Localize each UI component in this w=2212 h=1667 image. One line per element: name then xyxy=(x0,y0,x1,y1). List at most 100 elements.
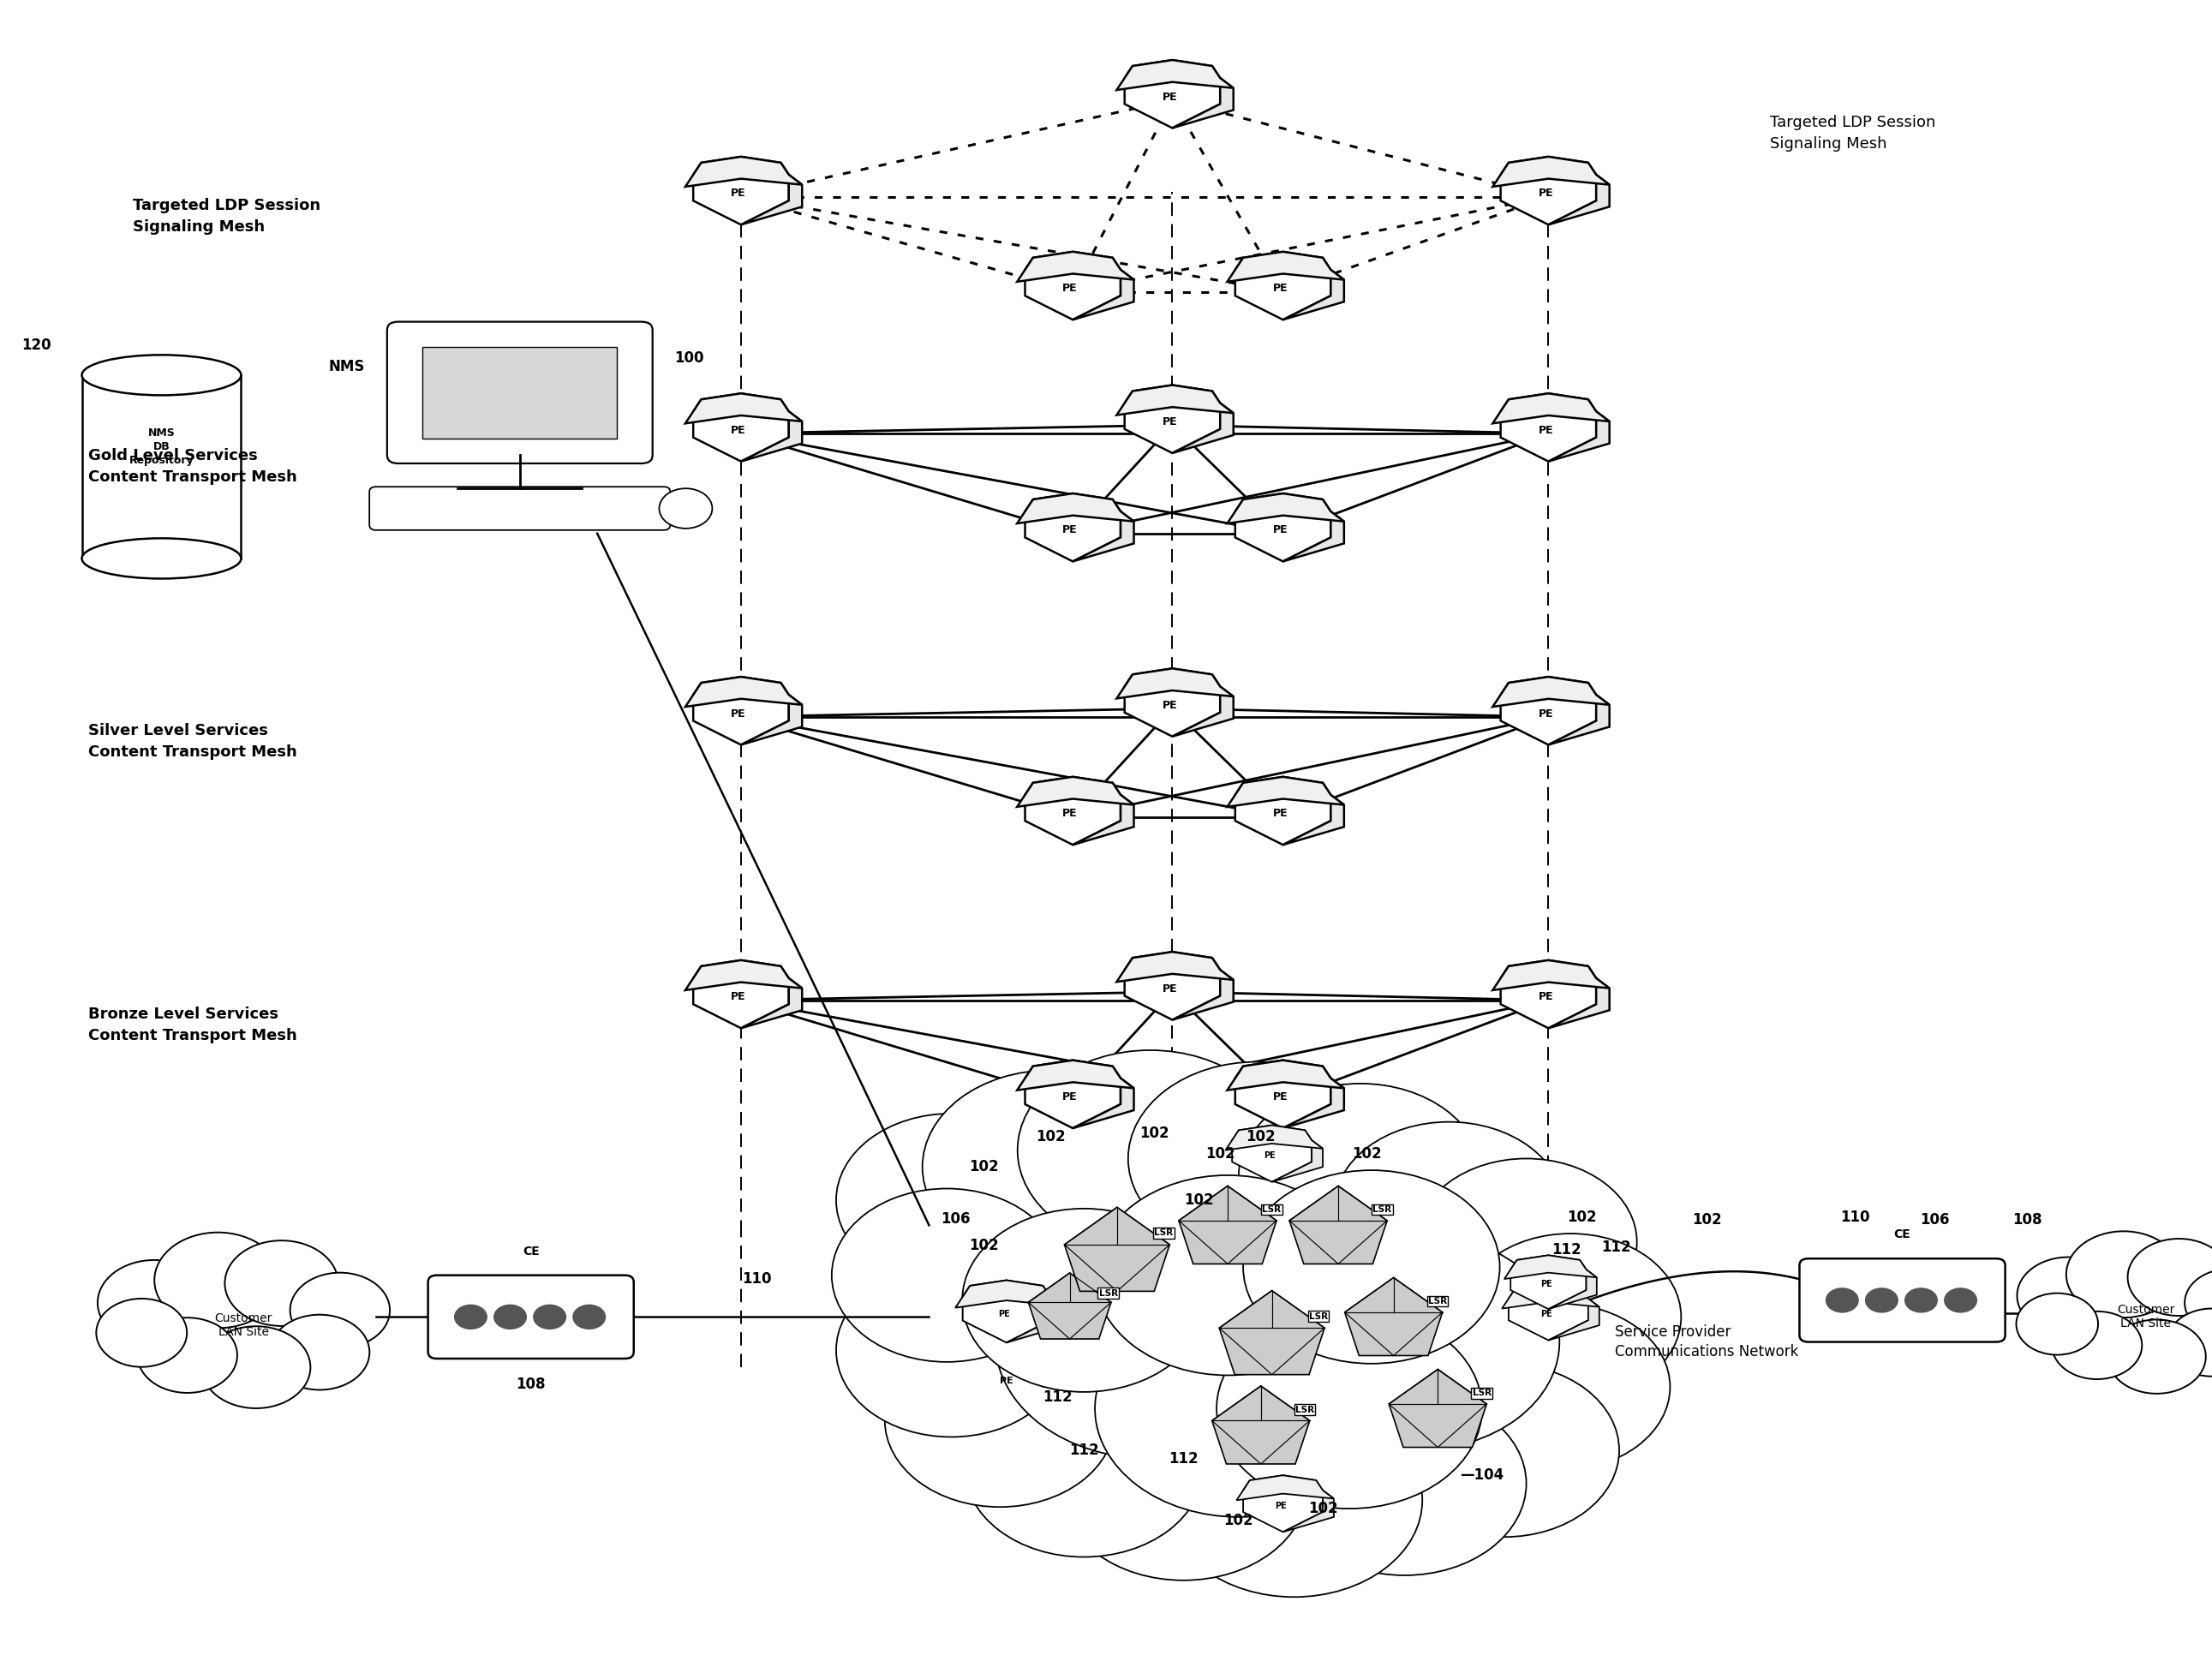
Text: Bronze Level Services
Content Transport Mesh: Bronze Level Services Content Transport … xyxy=(88,1007,296,1044)
Polygon shape xyxy=(1234,493,1332,562)
Polygon shape xyxy=(1225,1125,1323,1150)
Polygon shape xyxy=(1548,695,1610,745)
Circle shape xyxy=(995,1225,1305,1459)
FancyBboxPatch shape xyxy=(82,375,241,558)
FancyBboxPatch shape xyxy=(369,487,670,530)
Polygon shape xyxy=(741,412,803,462)
Text: 102: 102 xyxy=(1692,1212,1721,1229)
Text: Customer
LAN Site: Customer LAN Site xyxy=(215,1312,272,1339)
Circle shape xyxy=(201,1327,310,1409)
Circle shape xyxy=(1905,1287,1938,1314)
Text: PE: PE xyxy=(1161,92,1177,102)
Polygon shape xyxy=(1509,1284,1588,1340)
Circle shape xyxy=(962,1209,1206,1392)
Polygon shape xyxy=(692,677,790,745)
Polygon shape xyxy=(1548,1299,1599,1340)
Circle shape xyxy=(1128,1062,1385,1255)
Circle shape xyxy=(1272,1234,1559,1450)
Text: PE: PE xyxy=(1000,1377,1013,1385)
Polygon shape xyxy=(1232,1125,1312,1182)
Circle shape xyxy=(1095,1175,1360,1375)
Circle shape xyxy=(1166,1404,1422,1597)
Text: Customer
LAN Site: Customer LAN Site xyxy=(2117,1304,2174,1330)
Circle shape xyxy=(836,1114,1066,1287)
Polygon shape xyxy=(1493,157,1610,187)
Polygon shape xyxy=(1548,175,1610,225)
Polygon shape xyxy=(1018,1060,1135,1090)
Polygon shape xyxy=(1283,1079,1345,1129)
Text: 108: 108 xyxy=(515,1377,546,1392)
Text: PE: PE xyxy=(730,425,745,435)
Polygon shape xyxy=(1283,270,1345,320)
FancyBboxPatch shape xyxy=(387,322,653,463)
Text: 102: 102 xyxy=(969,1159,1000,1175)
Text: 102: 102 xyxy=(1183,1192,1214,1209)
Text: 100: 100 xyxy=(675,350,703,367)
Text: Silver Level Services
Content Transport Mesh: Silver Level Services Content Transport … xyxy=(88,723,296,760)
Text: Targeted LDP Session
Signaling Mesh: Targeted LDP Session Signaling Mesh xyxy=(133,198,321,235)
Text: PE: PE xyxy=(1062,1092,1077,1102)
Text: 112: 112 xyxy=(1551,1242,1582,1259)
Text: 120: 120 xyxy=(22,337,51,353)
Polygon shape xyxy=(1500,157,1597,225)
Text: PE: PE xyxy=(1062,525,1077,535)
Polygon shape xyxy=(741,175,803,225)
Polygon shape xyxy=(1234,1060,1332,1129)
Polygon shape xyxy=(1493,960,1610,990)
Circle shape xyxy=(1060,1394,1307,1580)
Circle shape xyxy=(1239,1084,1482,1267)
Polygon shape xyxy=(1018,777,1135,807)
Circle shape xyxy=(1449,1304,1670,1470)
Polygon shape xyxy=(1272,1140,1323,1182)
Text: NMS
DB
Repository: NMS DB Repository xyxy=(128,427,195,467)
Polygon shape xyxy=(692,960,790,1029)
Text: PE: PE xyxy=(730,992,745,1002)
Polygon shape xyxy=(1548,979,1610,1029)
Polygon shape xyxy=(1504,1255,1597,1279)
Polygon shape xyxy=(1179,1185,1276,1264)
Text: 102: 102 xyxy=(1566,1209,1597,1225)
Polygon shape xyxy=(1124,668,1221,737)
Circle shape xyxy=(1128,1234,1438,1467)
Polygon shape xyxy=(1073,270,1135,320)
Text: PE: PE xyxy=(1537,188,1553,198)
Polygon shape xyxy=(686,960,803,990)
Polygon shape xyxy=(692,393,790,462)
Circle shape xyxy=(1243,1170,1500,1364)
Text: 112: 112 xyxy=(1068,1442,1099,1459)
Text: Gold Level Services
Content Transport Mesh: Gold Level Services Content Transport Me… xyxy=(88,448,296,485)
Polygon shape xyxy=(1018,252,1135,282)
FancyBboxPatch shape xyxy=(427,1275,633,1359)
Polygon shape xyxy=(1117,952,1234,982)
Polygon shape xyxy=(1283,1490,1334,1532)
Text: 102: 102 xyxy=(1035,1129,1066,1145)
Text: 102: 102 xyxy=(969,1237,1000,1254)
Polygon shape xyxy=(1073,512,1135,562)
Text: LSR: LSR xyxy=(1296,1405,1314,1414)
Text: PE: PE xyxy=(1272,808,1287,818)
FancyBboxPatch shape xyxy=(422,347,617,438)
Text: LSR: LSR xyxy=(1263,1205,1281,1214)
Circle shape xyxy=(2128,1239,2212,1315)
Text: CE: CE xyxy=(522,1245,540,1257)
Polygon shape xyxy=(1283,512,1345,562)
Text: PE: PE xyxy=(1537,992,1553,1002)
Text: PE: PE xyxy=(1540,1310,1553,1319)
Text: LSR: LSR xyxy=(1374,1205,1391,1214)
Text: LSR: LSR xyxy=(1310,1312,1327,1320)
Text: 106: 106 xyxy=(1920,1212,1949,1229)
Polygon shape xyxy=(1024,252,1121,320)
Polygon shape xyxy=(1073,795,1135,845)
Text: PE: PE xyxy=(1161,984,1177,994)
Circle shape xyxy=(493,1304,526,1330)
Polygon shape xyxy=(686,157,803,187)
Polygon shape xyxy=(1345,1277,1442,1355)
Polygon shape xyxy=(1212,1385,1310,1464)
Polygon shape xyxy=(962,1280,1051,1342)
Circle shape xyxy=(1460,1234,1681,1400)
Polygon shape xyxy=(1029,1274,1110,1339)
Polygon shape xyxy=(1073,1079,1135,1129)
Polygon shape xyxy=(1124,385,1221,453)
Text: PE: PE xyxy=(1540,1280,1553,1289)
Polygon shape xyxy=(1548,412,1610,462)
